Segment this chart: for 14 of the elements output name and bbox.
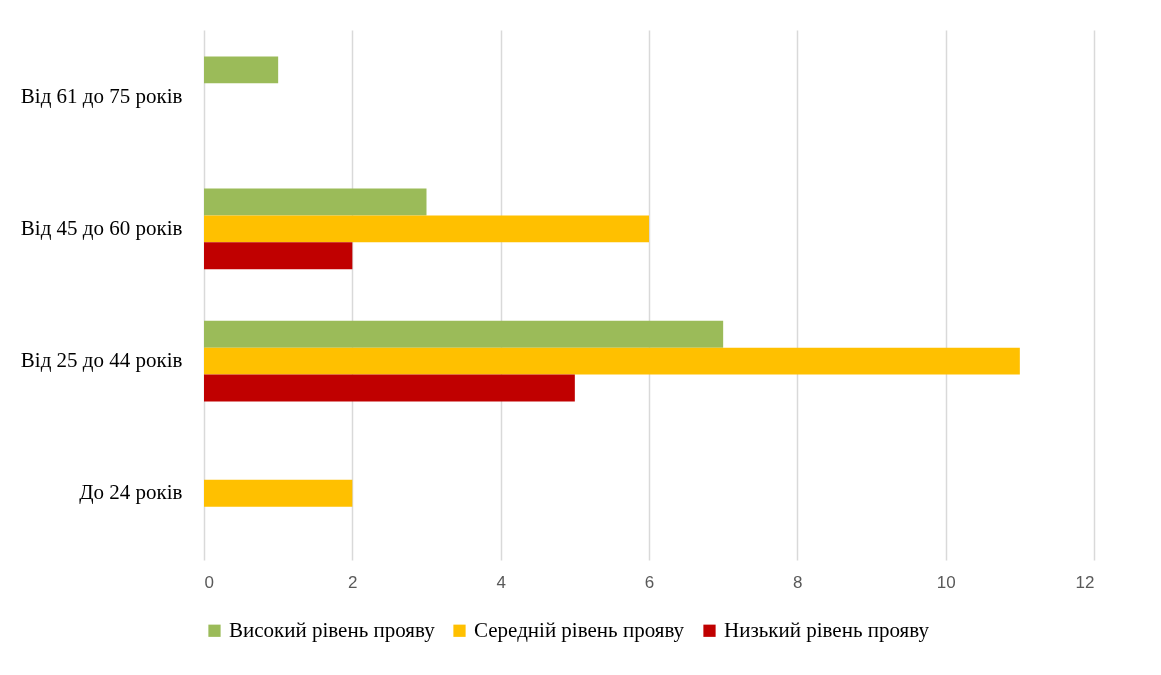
x-tick-label: 12 bbox=[1075, 572, 1095, 592]
y-tick-label: До 24 років bbox=[79, 480, 183, 505]
x-tick-label: 6 bbox=[644, 572, 655, 592]
x-tick-label: 4 bbox=[496, 572, 506, 592]
legend-label: Низький рівень прояву bbox=[724, 617, 930, 642]
legend-label: Середній рівень прояву bbox=[474, 617, 685, 642]
x-tick-label: 0 bbox=[204, 572, 214, 592]
y-tick-label: Від 25 до 44 років bbox=[20, 348, 183, 373]
x-tick-label: 8 bbox=[793, 572, 803, 592]
y-tick-label: Від 45 до 60 років bbox=[20, 215, 183, 240]
x-tick-label: 10 bbox=[936, 572, 956, 592]
x-tick-label: 2 bbox=[348, 572, 358, 592]
y-tick-label: Від 61 до 75 років bbox=[20, 83, 183, 108]
legend-label: Високий рівень прояву bbox=[229, 617, 436, 642]
